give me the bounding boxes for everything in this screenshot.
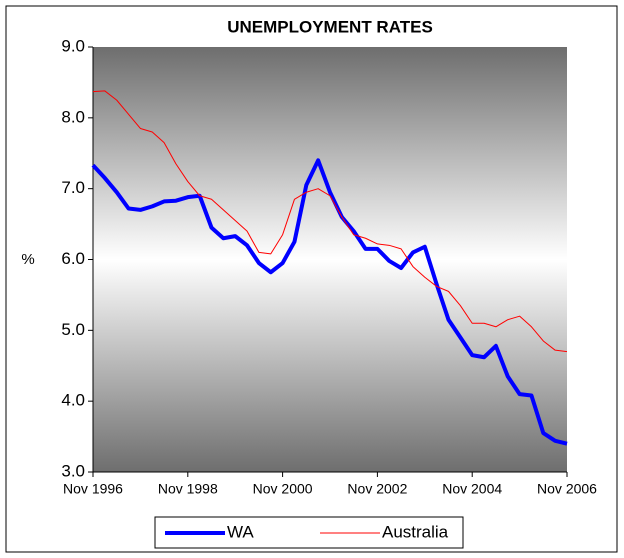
y-tick-label: 7.0 xyxy=(61,178,85,197)
plot-area xyxy=(93,47,567,472)
y-axis-label: % xyxy=(21,251,34,268)
series-line xyxy=(91,158,568,446)
x-tick-label: Nov 2004 xyxy=(442,481,502,497)
y-tick-label: 5.0 xyxy=(61,320,85,339)
x-tick-label: Nov 2000 xyxy=(253,481,313,497)
legend-label: WA xyxy=(227,522,254,541)
y-tick-label: 3.0 xyxy=(61,461,85,480)
x-tick-label: Nov 1998 xyxy=(158,481,218,497)
legend-label: Australia xyxy=(382,522,449,541)
x-tick-label: Nov 1996 xyxy=(63,481,123,497)
x-tick-label: Nov 2006 xyxy=(537,481,597,497)
y-tick-label: 8.0 xyxy=(61,107,85,126)
x-tick-label: Nov 2002 xyxy=(347,481,407,497)
y-tick-label: 6.0 xyxy=(61,249,85,268)
chart-title: UNEMPLOYMENT RATES xyxy=(227,17,433,36)
series-line xyxy=(92,90,568,353)
y-tick-label: 9.0 xyxy=(61,36,85,55)
y-tick-label: 4.0 xyxy=(61,391,85,410)
